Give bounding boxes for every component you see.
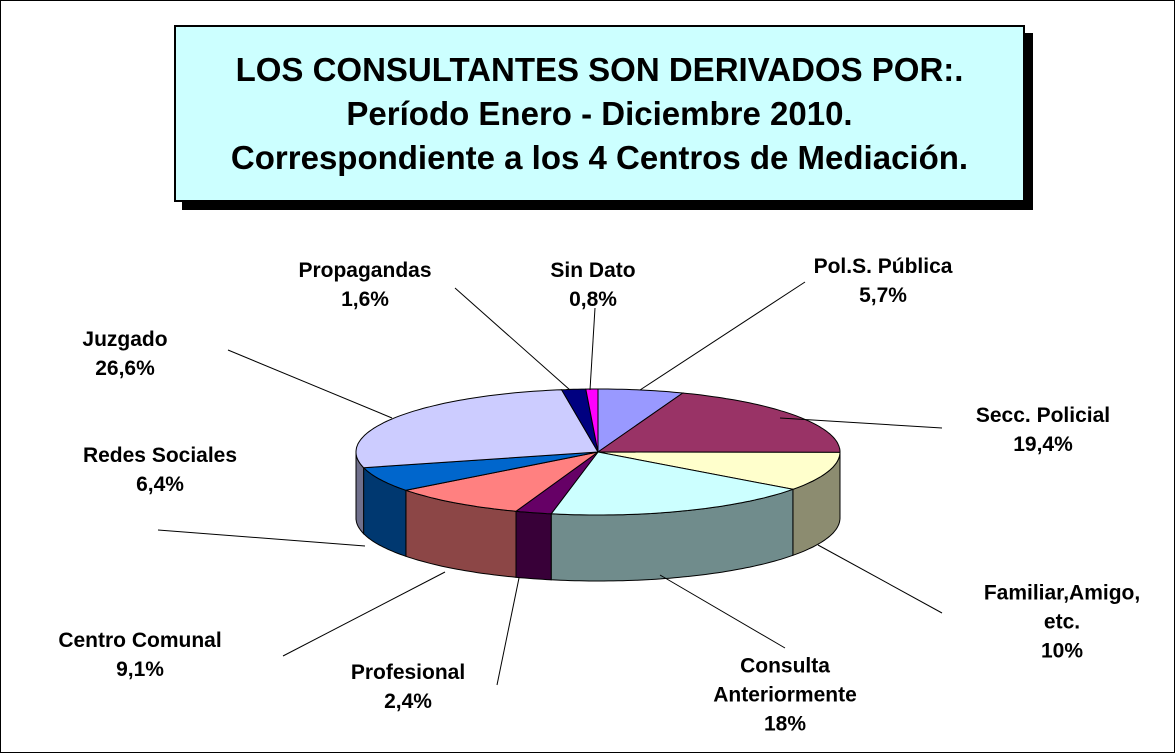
data-label: Secc. Policial 19,4%	[943, 401, 1143, 459]
leader-line	[779, 417, 943, 429]
leader-line	[227, 349, 393, 419]
value-label: 5,7%	[859, 284, 907, 307]
data-label: Centro Comunal 9,1%	[30, 626, 250, 684]
chart-subtitle: Correspondiente a los 4 Centros de Media…	[230, 138, 969, 176]
value-label: 18%	[763, 712, 807, 736]
pie-tops	[355, 388, 841, 516]
slice	[514, 451, 599, 515]
data-label: Familiar,Amigo, etc. 10%	[967, 579, 1157, 666]
leader-line	[282, 571, 446, 657]
leader-line	[157, 529, 366, 547]
chart-title: LOS CONSULTANTES SON DERIVADOS POR:.	[235, 50, 964, 88]
category-label: Secc. Policial	[975, 404, 1111, 427]
value-label: 19,4%	[1013, 433, 1073, 456]
slice	[403, 451, 599, 512]
category-label: Sin Dato	[550, 259, 636, 282]
value-label: 9,1%	[116, 658, 164, 681]
leader-line	[639, 281, 806, 391]
category-label: Redes Sociales	[82, 444, 238, 467]
leader-line	[496, 577, 520, 686]
category-label: Pol.S. Pública	[813, 255, 953, 278]
slice	[597, 388, 685, 453]
data-label: Propagandas 1,6%	[265, 256, 465, 314]
slice	[560, 388, 599, 453]
category-label: Consulta Anteriormente	[713, 654, 857, 707]
category-label: Propagandas	[298, 259, 432, 282]
slice	[550, 451, 795, 516]
data-label: Juzgado 26,6%	[25, 325, 225, 383]
slice	[585, 388, 599, 453]
value-label: 10%	[1040, 639, 1084, 663]
slice	[362, 451, 599, 491]
value-label: 26,6%	[95, 357, 155, 380]
leader-line	[817, 544, 943, 614]
category-label: Juzgado	[82, 328, 168, 351]
value-label: 0,8%	[569, 288, 617, 311]
slice	[596, 392, 841, 453]
leader-line	[659, 574, 786, 649]
data-label: Profesional 2,4%	[308, 658, 508, 716]
value-label: 1,6%	[341, 288, 389, 311]
data-label: Pol.S. Pública 5,7%	[773, 252, 993, 310]
value-label: 2,4%	[384, 690, 432, 713]
slice	[355, 389, 599, 469]
chart-subtitle: Período Enero - Diciembre 2010.	[346, 94, 853, 132]
category-label: Centro Comunal	[58, 629, 222, 652]
leader-line	[454, 287, 571, 391]
category-label: Familiar,Amigo, etc.	[983, 581, 1141, 634]
value-label: 6,4%	[136, 473, 184, 496]
category-label: Profesional	[350, 661, 466, 684]
title-box: LOS CONSULTANTES SON DERIVADOS POR:. Per…	[174, 25, 1025, 202]
slice	[597, 451, 841, 490]
data-label: Consulta Anteriormente 18%	[700, 652, 870, 739]
data-label: Redes Sociales 6,4%	[50, 441, 270, 499]
data-label: Sin Dato 0,8%	[493, 256, 693, 314]
pie-sides	[355, 452, 841, 582]
leader-line	[589, 307, 596, 391]
slice-side	[515, 510, 552, 581]
